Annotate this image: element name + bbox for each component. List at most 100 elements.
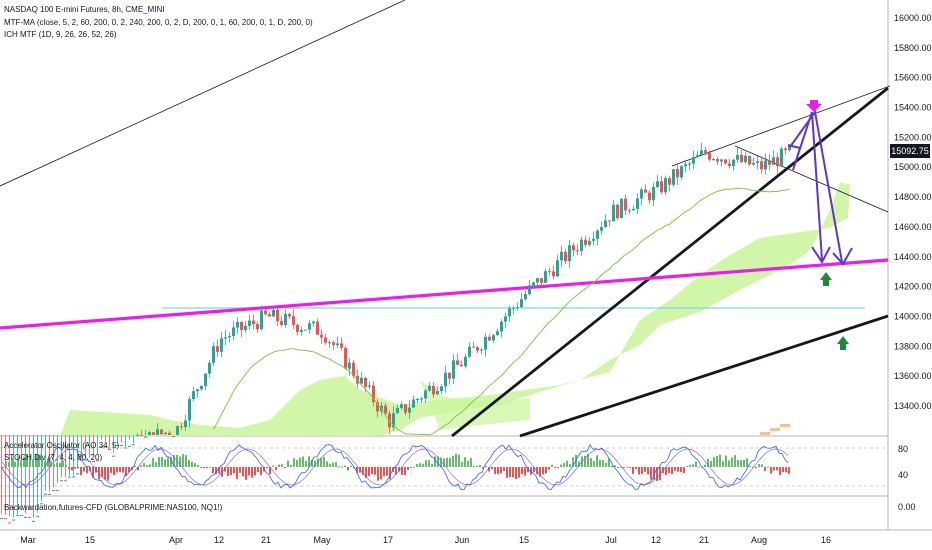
- oscillator-bar: [140, 465, 142, 467]
- candle-body: [744, 155, 747, 163]
- candle-body: [676, 169, 679, 178]
- oscillator-bar: [749, 466, 751, 468]
- price-tick-label: 14600.00: [894, 222, 932, 232]
- price-tick-label: 13400.00: [894, 401, 932, 411]
- candle-body: [440, 386, 443, 392]
- oscillator-bar: [371, 467, 373, 475]
- oscillator-bar: [635, 467, 637, 470]
- price-tick-label: 14400.00: [894, 252, 932, 262]
- candle-body: [224, 337, 227, 339]
- candle-body: [64, 480, 67, 482]
- ichimoku-cloud: [60, 182, 850, 436]
- oscillator-bar: [401, 467, 403, 476]
- candle-body: [692, 157, 695, 164]
- oscillator-bar: [332, 462, 334, 467]
- oscillator-bar: [101, 467, 103, 477]
- oscillator-bar: [782, 467, 784, 473]
- candle-body: [748, 155, 751, 165]
- oscillator-bar: [2, 467, 4, 468]
- oscillator-bar: [137, 467, 139, 471]
- last-price-label: 15092.75: [890, 144, 930, 158]
- oscillator-bar: [77, 467, 79, 469]
- indicator-mtf-ma[interactable]: MTF-MA (close, 5, 2, 60, 200, 0, 2, 240,…: [4, 18, 313, 27]
- candle-body: [300, 329, 303, 332]
- oscillator-bar: [506, 467, 508, 478]
- oscillator-bar: [530, 467, 532, 475]
- oscillator-bar: [368, 467, 370, 476]
- oscillator-bar: [149, 464, 151, 467]
- oscillator-bar: [398, 467, 400, 472]
- price-tick-label: 14000.00: [894, 311, 932, 321]
- oscillator-bar: [608, 458, 610, 467]
- oscillator-bar: [560, 464, 562, 467]
- oscillator-bar: [518, 467, 520, 478]
- candle-body: [472, 346, 475, 348]
- candle-body: [100, 446, 103, 448]
- oscillator-bar: [599, 459, 601, 467]
- candle-body: [148, 432, 151, 435]
- indicator-ichimoku[interactable]: ICH MTF (1D, 9, 26, 26, 52, 26): [4, 30, 117, 39]
- candle-body: [212, 346, 215, 363]
- oscillator-bar: [278, 464, 280, 467]
- oscillator-bar: [668, 467, 670, 474]
- oscillator-bar: [611, 465, 613, 467]
- candle-body: [584, 239, 587, 245]
- price-tick-label: 16000.00: [894, 13, 932, 23]
- oscillator-bar: [677, 467, 679, 472]
- candle-body: [404, 404, 407, 413]
- candle-body: [296, 324, 299, 332]
- candle-body: [144, 436, 147, 438]
- oscillator-bar: [83, 467, 85, 472]
- candle-body: [520, 299, 523, 308]
- oscillator-bar: [65, 464, 67, 467]
- oscillator-bar: [242, 467, 244, 477]
- oscillator-bar: [707, 458, 709, 467]
- oscillator-bar: [695, 461, 697, 467]
- candle-body: [16, 515, 19, 517]
- oscillator-bar: [704, 464, 706, 467]
- candle-body: [312, 321, 315, 324]
- candle-body: [236, 321, 239, 328]
- oscillator-bar: [59, 462, 61, 467]
- candle-body: [68, 476, 71, 478]
- candle-body: [644, 189, 647, 193]
- oscillator-bar: [275, 467, 277, 471]
- oscillator-bar: [86, 467, 88, 474]
- candle-body: [568, 245, 571, 262]
- oscillator-bar: [545, 467, 547, 474]
- candle-body: [12, 519, 15, 521]
- symbol-title[interactable]: NASDAQ 100 E-mini Futures, 8h, CME_MINI: [4, 5, 165, 14]
- oscillator-bar: [722, 460, 724, 467]
- indicator-stoch-div[interactable]: STOCH Div (7, 4, 4, 80, 20): [4, 453, 103, 462]
- candle-body: [736, 154, 739, 160]
- oscillator-bar: [350, 465, 352, 467]
- oscillator-bar: [500, 467, 502, 474]
- oscillator-bar: [230, 467, 232, 476]
- oscillator-bar: [155, 462, 157, 467]
- oscillator-bar: [377, 467, 379, 481]
- candle-body: [780, 148, 783, 167]
- oscillator-bar: [479, 465, 481, 467]
- candle-body: [116, 444, 119, 446]
- candle-body: [324, 337, 327, 343]
- candle-body: [776, 157, 779, 167]
- candle-body: [740, 154, 743, 163]
- oscillator-bar: [509, 467, 511, 478]
- price-tick-label: 15000.00: [894, 162, 932, 172]
- candle-body: [28, 516, 31, 518]
- oscillator-bar: [524, 467, 526, 476]
- oscillator-bar: [53, 464, 55, 467]
- oscillator-bar: [740, 460, 742, 467]
- oscillator-bar: [776, 467, 778, 471]
- oscillator-bar: [632, 467, 634, 475]
- oscillator-bar: [383, 467, 385, 477]
- candle-body: [516, 307, 519, 309]
- projection-arrowhead-1: [811, 246, 831, 264]
- indicator-backwardation[interactable]: Backwardation,futures-CFD (GLOBALPRIME:N…: [4, 503, 223, 512]
- candle-body: [684, 164, 687, 167]
- indicator-accelerator-oscillator[interactable]: Accelerator Oscillator (AO 34, 5): [4, 441, 120, 450]
- candle-body: [732, 159, 735, 167]
- wedge-lower-line: [734, 145, 889, 213]
- candle-body: [280, 321, 283, 325]
